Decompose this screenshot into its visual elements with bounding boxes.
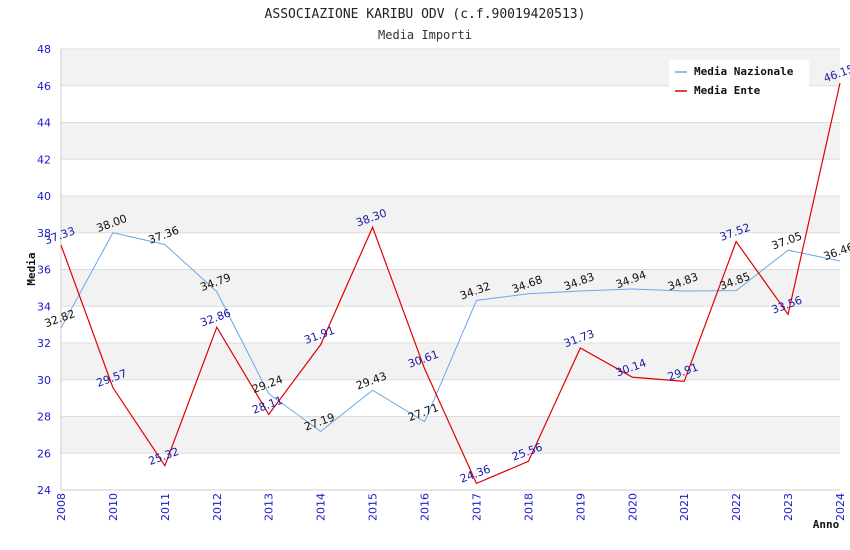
grid-band	[61, 122, 840, 160]
y-tick-label: 32	[37, 337, 51, 350]
y-axis-label: Media	[25, 252, 38, 285]
x-tick-label: 2020	[626, 493, 639, 521]
grid-band	[61, 379, 840, 417]
legend-box	[669, 60, 809, 102]
series-line-ente	[60, 82, 841, 485]
x-tick-label: 2024	[834, 493, 847, 521]
x-tick-label: 2012	[211, 493, 224, 521]
legend: Media Nazionale Media Ente	[669, 60, 809, 102]
y-tick-label: 36	[37, 264, 51, 277]
series-line-nazionale	[60, 232, 841, 433]
x-tick-label: 2010	[107, 493, 120, 521]
x-tick-label: 2021	[678, 493, 691, 521]
legend-label-ente: Media Ente	[694, 84, 761, 97]
grid-bands	[61, 49, 840, 490]
x-axis-label: Anno	[813, 518, 840, 531]
x-tick-label: 2017	[470, 493, 483, 521]
x-tick-label: 2018	[522, 493, 535, 521]
y-tick-label: 24	[37, 484, 51, 497]
grid-band	[61, 453, 840, 490]
y-tick-label: 46	[37, 80, 51, 93]
grid-band	[61, 269, 840, 307]
y-tick-label: 38	[37, 227, 51, 240]
x-tick-label: 2013	[263, 493, 276, 521]
y-tick-label: 48	[37, 43, 51, 56]
x-tick-label: 2008	[55, 493, 68, 521]
y-tick-label: 42	[37, 153, 51, 166]
x-tick-label: 2022	[730, 493, 743, 521]
x-tick-label: 2023	[782, 493, 795, 521]
grid-band	[61, 159, 840, 196]
x-axis-ticks: 2008 2010 2011 2012 2013 2014 2015 2016 2017 2018…	[55, 493, 847, 521]
grid-lines	[60, 48, 840, 491]
chart-title: ASSOCIAZIONE KARIBU ODV (c.f.90019420513…	[265, 7, 586, 22]
x-tick-label: 2019	[574, 493, 587, 521]
y-tick-label: 34	[37, 300, 51, 313]
y-tick-label: 30	[37, 374, 51, 387]
grid-band	[61, 306, 840, 343]
y-axis-ticks: 24 26 28 30 32 34 36 38 40 42 44 46 48	[37, 43, 51, 497]
y-tick-label: 44	[37, 117, 51, 130]
x-tick-label: 2011	[159, 493, 172, 521]
x-tick-label: 2015	[367, 493, 380, 521]
y-tick-label: 26	[37, 447, 51, 460]
chart-subtitle: Media Importi	[378, 28, 472, 42]
series-lines	[60, 82, 841, 485]
grid-band	[61, 232, 840, 270]
grid-band	[61, 196, 840, 233]
legend-label-nazionale: Media Nazionale	[694, 65, 794, 78]
x-tick-label: 2014	[315, 493, 328, 521]
y-tick-label: 40	[37, 190, 51, 203]
y-tick-label: 28	[37, 411, 51, 424]
x-tick-label: 2016	[419, 493, 432, 521]
grid-band	[61, 416, 840, 454]
